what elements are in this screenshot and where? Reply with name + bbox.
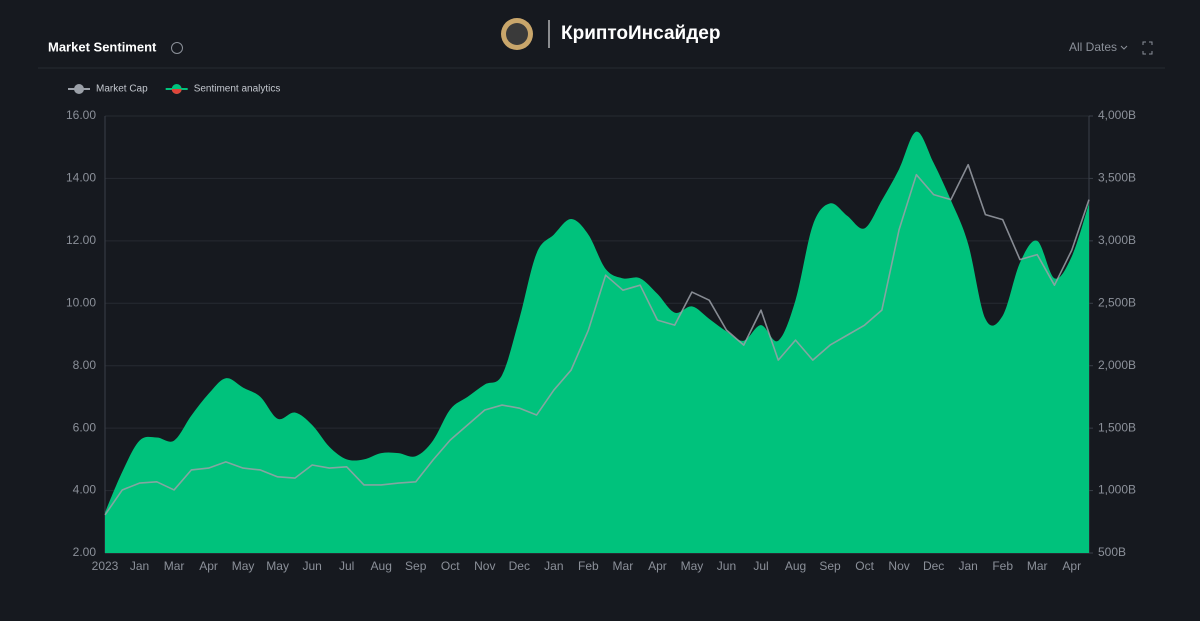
x-tick-label: Apr	[648, 559, 667, 573]
x-tick-label: Dec	[923, 559, 944, 573]
x-tick-label: Mar	[164, 559, 185, 573]
x-tick-label: Sep	[405, 559, 427, 573]
x-tick-label: Oct	[855, 559, 874, 573]
x-tick-label: May	[681, 559, 704, 573]
chart-title: Market Sentiment	[48, 39, 157, 54]
y2-tick-label: 2,500B	[1098, 295, 1136, 309]
y2-tick-label: 2,000B	[1098, 358, 1136, 372]
y-tick-label: 4.00	[73, 483, 97, 497]
legend-label[interactable]: Sentiment analytics	[194, 84, 281, 95]
y-tick-label: 12.00	[66, 233, 96, 247]
y2-tick-label: 4,000B	[1098, 108, 1136, 122]
dropdown-caret[interactable]	[1120, 45, 1128, 50]
x-tick-label: Jun	[302, 559, 321, 573]
y-tick-label: 16.00	[66, 108, 96, 122]
legend-swatch	[74, 84, 84, 94]
x-tick-label: Nov	[888, 559, 909, 573]
date-filter[interactable]: All Dates	[1069, 40, 1117, 54]
y2-tick-label: 1,000B	[1098, 483, 1136, 497]
x-tick-label: Oct	[441, 559, 460, 573]
x-tick-label: Jun	[717, 559, 736, 573]
info-icon[interactable]	[171, 42, 183, 54]
y-tick-label: 14.00	[66, 171, 96, 185]
x-tick-label: Jan	[958, 559, 977, 573]
x-tick-label: Jan	[130, 559, 149, 573]
x-tick-label: Feb	[578, 559, 599, 573]
legend-label[interactable]: Market Cap	[96, 84, 148, 95]
x-tick-label: 2023	[92, 559, 119, 573]
x-tick-label: Feb	[992, 559, 1013, 573]
y2-tick-label: 1,500B	[1098, 420, 1136, 434]
x-tick-label: Aug	[371, 559, 392, 573]
x-tick-label: May	[266, 559, 289, 573]
x-tick-label: Apr	[1062, 559, 1081, 573]
y2-tick-label: 3,500B	[1098, 171, 1136, 185]
y-tick-label: 2.00	[73, 545, 97, 559]
y-tick-label: 8.00	[73, 358, 97, 372]
brand-logo-inner	[506, 23, 528, 45]
expand-icon[interactable]	[1142, 41, 1153, 55]
x-tick-label: Dec	[509, 559, 530, 573]
x-tick-label: Nov	[474, 559, 495, 573]
x-tick-label: Apr	[199, 559, 218, 573]
market-cap-line	[104, 163, 1090, 516]
x-tick-label: Sep	[819, 559, 841, 573]
x-tick-label: Mar	[613, 559, 634, 573]
sentiment-area	[105, 131, 1089, 553]
y2-tick-label: 500B	[1098, 545, 1126, 559]
y-tick-label: 10.00	[66, 295, 96, 309]
x-tick-label: May	[232, 559, 255, 573]
x-tick-label: Mar	[1027, 559, 1048, 573]
y-tick-label: 6.00	[73, 420, 97, 434]
brand-name: КриптоИнсайдер	[561, 23, 720, 44]
x-tick-label: Jul	[339, 559, 354, 573]
x-tick-label: Jan	[544, 559, 563, 573]
x-tick-label: Jul	[753, 559, 768, 573]
legend-swatch-half	[171, 89, 182, 95]
x-tick-label: Aug	[785, 559, 806, 573]
y2-tick-label: 3,000B	[1098, 233, 1136, 247]
